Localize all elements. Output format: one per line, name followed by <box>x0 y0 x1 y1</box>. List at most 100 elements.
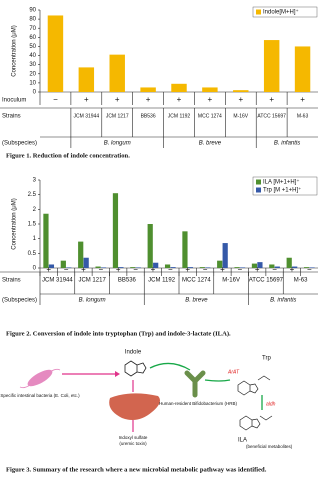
legend-box <box>252 6 318 18</box>
inoculum-label: + <box>220 265 225 274</box>
y-tick-label: 40 <box>29 53 36 59</box>
inoculum-label: + <box>269 95 274 104</box>
subspecies-label: B. infantis <box>274 141 300 147</box>
bar <box>222 243 228 268</box>
hrb-label: Human-resident Bifidobacterium (HRB) <box>159 401 238 406</box>
inoculum-label: + <box>177 95 182 104</box>
bar <box>274 266 280 268</box>
row-label: Inoculum <box>2 98 26 104</box>
legend-swatch <box>256 179 261 185</box>
inoculum-label: − <box>133 265 138 274</box>
arrowhead <box>115 371 120 377</box>
strain-label: JCM 1217 <box>106 113 129 119</box>
bar <box>251 263 258 268</box>
subspecies-label: B. longum <box>79 298 106 304</box>
strain-label: MCC 1274 <box>182 278 211 284</box>
y-axis-label: Concentration (μM) <box>12 25 18 76</box>
inoculum-label: + <box>115 95 120 104</box>
strain-label: MCC 1274 <box>198 113 222 119</box>
y-tick-label: 2 <box>33 207 37 213</box>
inoculum-label: + <box>185 265 190 274</box>
strain-label: M-63 <box>294 278 308 284</box>
inoculum-label: + <box>255 265 260 274</box>
caption: Figure 2. Conversion of indole into tryp… <box>6 331 231 338</box>
y-tick-label: 80 <box>29 17 36 23</box>
row-label: (Subspecies) <box>2 141 37 147</box>
diagram: Specific intestinal bacteria (E. Coli, e… <box>0 350 292 450</box>
y-tick-label: 3 <box>33 178 37 184</box>
strain-label: ATCC 15697 <box>249 278 284 284</box>
bar <box>170 267 176 268</box>
strain-label: JCM 31944 <box>42 278 73 284</box>
caption: Figure 3. Summary of the research where … <box>6 467 267 474</box>
legend-label: ILA [M+1+H]⁺ <box>263 179 300 186</box>
inoculum-label: − <box>237 265 242 274</box>
bar <box>217 260 223 268</box>
strain-label: JCM 31944 <box>74 113 100 119</box>
bar <box>187 267 194 268</box>
bar <box>130 267 136 268</box>
bar <box>112 193 119 268</box>
bar <box>171 83 187 92</box>
bar <box>118 267 124 268</box>
y-tick-label: 1 <box>33 236 37 242</box>
arrow <box>149 362 191 371</box>
bar <box>309 267 315 268</box>
y-tick-label: 30 <box>29 62 36 68</box>
bar <box>257 262 263 268</box>
inoculum-label: − <box>307 265 312 274</box>
y-tick-label: 60 <box>29 35 36 41</box>
strain-label: M-16V <box>233 113 248 119</box>
inoculum-label: − <box>98 265 103 274</box>
hrb-icon <box>184 370 206 398</box>
legend-label: Trp [M +1+H]⁺ <box>263 187 301 194</box>
bar <box>182 231 188 268</box>
bar <box>66 267 72 268</box>
strain-label: JCM 1217 <box>78 278 106 284</box>
indole-label: Indole <box>125 350 142 356</box>
bar <box>292 266 298 268</box>
bar <box>286 257 292 268</box>
bar <box>47 15 64 92</box>
inoculum-label: − <box>53 95 58 104</box>
bar <box>48 264 55 268</box>
trp-structure <box>237 375 271 396</box>
legend-swatch <box>256 187 261 193</box>
strain-label: M-16V <box>222 278 240 284</box>
bar <box>263 40 280 92</box>
bar <box>95 266 101 268</box>
y-tick-label: 0 <box>33 90 37 96</box>
bar <box>239 267 246 268</box>
strain-label: JCM 1192 <box>148 278 176 284</box>
bacteria-icon <box>27 369 53 387</box>
inoculum-label: − <box>168 265 173 274</box>
y-tick-label: 0.5 <box>28 251 37 257</box>
strain-label: BB536 <box>141 113 156 119</box>
inoculum-label: + <box>208 95 213 104</box>
strain-label: ATCC 15697 <box>257 113 286 119</box>
inoculum-label: − <box>272 265 277 274</box>
y-tick-label: 10 <box>29 80 36 86</box>
inoculum-label: − <box>64 265 69 274</box>
row-label: Strains <box>2 278 21 284</box>
row-label: Strains <box>2 114 21 120</box>
subspecies-label: B. longum <box>104 141 131 147</box>
bar <box>199 267 205 268</box>
indoxyl-note: (uremic toxin) <box>119 441 147 446</box>
bar <box>205 267 211 268</box>
bar <box>78 241 84 268</box>
bar <box>294 46 311 92</box>
y-tick-label: 20 <box>29 71 36 77</box>
enzyme-label: aldh <box>266 401 276 407</box>
inoculum-label: + <box>116 265 121 274</box>
indoxyl-label: Indoxyl sulfate <box>119 435 148 440</box>
bar <box>78 67 95 92</box>
y-tick-label: 70 <box>29 26 36 32</box>
bar <box>164 264 171 268</box>
flagella <box>19 368 61 389</box>
liver-icon <box>109 393 160 420</box>
bar <box>153 262 159 268</box>
legend-box <box>252 176 318 196</box>
trp-label: Trp <box>262 356 271 362</box>
bar <box>43 213 49 268</box>
